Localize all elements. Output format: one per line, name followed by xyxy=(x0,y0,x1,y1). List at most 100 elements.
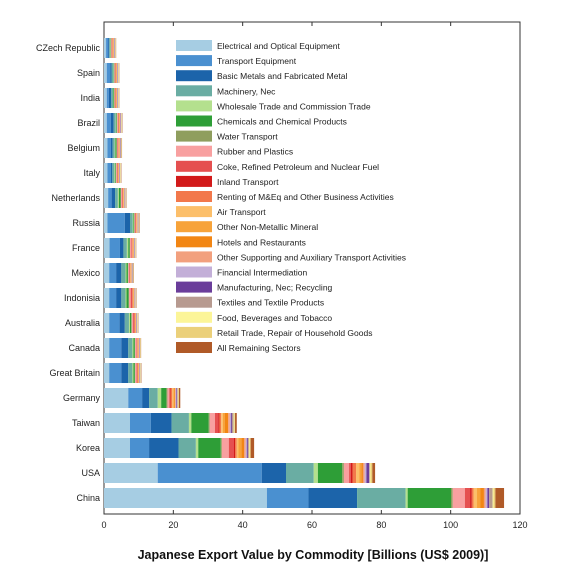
bar-segment xyxy=(308,488,358,508)
bar-segment xyxy=(483,488,486,508)
bar-segment xyxy=(343,463,350,483)
bar-segment xyxy=(195,438,199,458)
legend-swatch xyxy=(176,40,212,51)
category-label: CZech Republic xyxy=(36,43,101,53)
bar-segment xyxy=(114,138,116,158)
legend-swatch xyxy=(176,236,212,248)
bar-segment xyxy=(175,388,177,408)
bar-segment xyxy=(234,413,236,433)
bar-segment xyxy=(124,213,130,233)
bar-segment xyxy=(359,463,362,483)
bar-segment xyxy=(209,413,215,433)
bar-segment xyxy=(137,363,138,383)
legend-swatch xyxy=(176,85,212,97)
bar-segment xyxy=(104,388,129,408)
legend-label: Basic Metals and Fabricated Metal xyxy=(217,71,348,81)
legend-swatch xyxy=(176,251,212,263)
bar-segment xyxy=(157,388,162,408)
bar-segment xyxy=(116,263,122,283)
legend-label: Other Non-Metallic Mineral xyxy=(217,222,318,232)
bar-segment xyxy=(221,413,223,433)
bar-segment xyxy=(121,263,126,283)
bar-segment xyxy=(228,438,234,458)
bar-segment xyxy=(219,413,222,433)
bar-segment xyxy=(116,163,117,183)
bar-segment xyxy=(119,238,124,258)
bar-segment xyxy=(104,488,267,508)
bar-segment xyxy=(128,338,133,358)
legend-label: Textiles and Textile Products xyxy=(217,298,324,308)
legend-label: Air Transport xyxy=(217,207,266,217)
bar-segment xyxy=(110,163,113,183)
bar-segment xyxy=(116,288,122,308)
bar-segment xyxy=(104,138,108,158)
bar-segment xyxy=(108,88,112,108)
legend-label: Retail Trade, Repair of Household Goods xyxy=(217,328,372,338)
bar-segment xyxy=(109,338,122,358)
bar-segment xyxy=(489,488,493,508)
legend-swatch xyxy=(176,296,212,308)
bar-segment xyxy=(480,488,484,508)
category-label: Italy xyxy=(83,168,100,178)
bar-segment xyxy=(126,288,129,308)
bar-segment xyxy=(111,88,114,108)
bar-segment xyxy=(124,313,129,333)
bar-segment xyxy=(248,438,250,458)
bar-segment xyxy=(104,413,130,433)
bar-segment xyxy=(104,313,110,333)
bar-segment xyxy=(116,113,117,133)
bar-segment xyxy=(473,488,478,508)
bar-segment xyxy=(109,313,120,333)
bar-segment xyxy=(106,88,109,108)
bar-segment xyxy=(235,413,237,433)
bar-segment xyxy=(130,438,150,458)
bar-segment xyxy=(111,63,114,83)
legend-swatch xyxy=(176,145,212,157)
bar-segment xyxy=(106,113,111,133)
bar-segment xyxy=(104,88,107,108)
bar-segment xyxy=(245,438,247,458)
category-label: USA xyxy=(81,468,100,478)
bar-segment xyxy=(493,488,496,508)
legend-swatch xyxy=(176,281,212,293)
bar-segment xyxy=(120,188,123,208)
bar-segment xyxy=(451,488,453,508)
bar-segment xyxy=(149,438,179,458)
bar-segment xyxy=(110,63,112,83)
bar-segment xyxy=(208,413,210,433)
bar-segment xyxy=(132,238,133,258)
legend-swatch xyxy=(176,160,212,172)
bar-segment xyxy=(119,313,125,333)
bar-segment xyxy=(110,138,113,158)
bar-segment xyxy=(177,388,178,408)
bar-segment xyxy=(128,388,143,408)
bar-segment xyxy=(104,263,110,283)
x-tick-label: 40 xyxy=(238,520,248,530)
bar-segment xyxy=(370,463,373,483)
bar-segment xyxy=(364,463,367,483)
bar-segment xyxy=(161,388,167,408)
bar-segment xyxy=(166,388,168,408)
bar-segment xyxy=(172,388,174,408)
bar-segment xyxy=(121,288,126,308)
bar-segment xyxy=(235,438,237,458)
legend-label: Hotels and Restaurants xyxy=(217,237,306,247)
bar-segment xyxy=(113,88,115,108)
bar-segment xyxy=(121,363,129,383)
bar-segment xyxy=(349,463,351,483)
category-label: Brazil xyxy=(77,118,100,128)
bar-segment xyxy=(128,238,130,258)
bar-segment xyxy=(464,488,471,508)
x-axis-ticks: 0 20 40 60 80 100 120 xyxy=(101,22,528,530)
legend-label: Rubber and Plastics xyxy=(217,147,293,157)
bar-segment xyxy=(121,338,129,358)
bar-segment xyxy=(116,138,118,158)
legend-label: Transport Equipment xyxy=(217,56,297,66)
bar-segment xyxy=(135,338,137,358)
legend-label: Electrical and Optical Equipment xyxy=(217,41,340,51)
bar-segment xyxy=(452,488,465,508)
category-label: Mexico xyxy=(71,268,100,278)
bar-segment xyxy=(106,63,111,83)
bar-segment xyxy=(104,338,110,358)
bar-segment xyxy=(170,388,173,408)
